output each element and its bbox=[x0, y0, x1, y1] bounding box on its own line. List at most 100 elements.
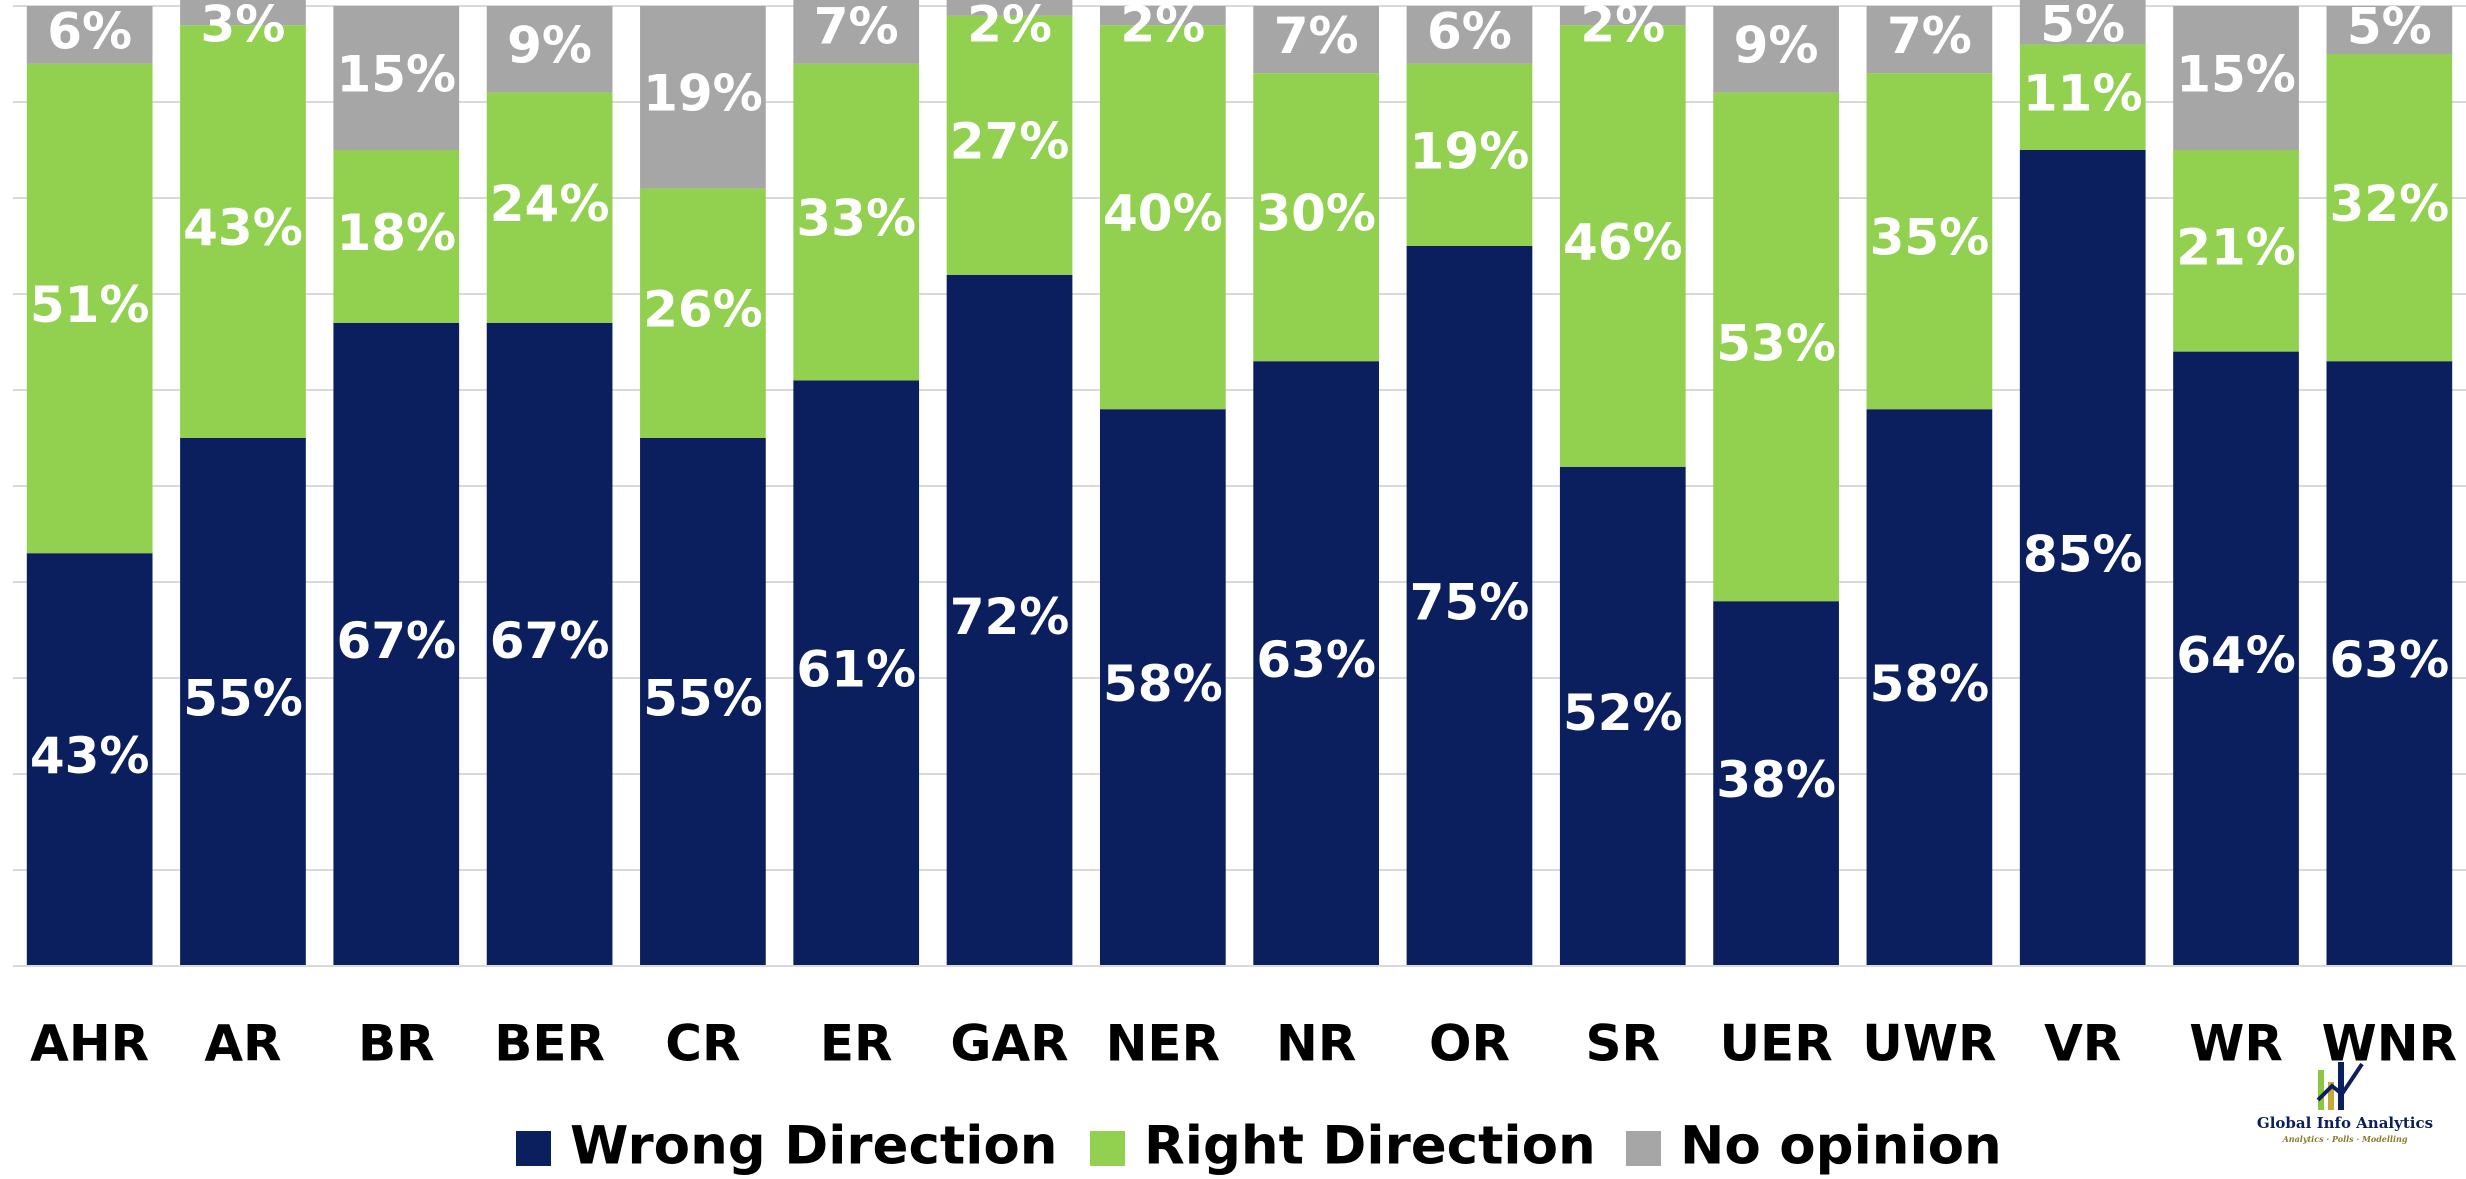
data-label: 26% bbox=[643, 281, 763, 339]
bar-segment bbox=[486, 322, 613, 966]
x-tick-label: UER bbox=[1719, 1015, 1832, 1073]
data-label: 5% bbox=[2347, 0, 2432, 56]
legend-label: Wrong Direction bbox=[570, 1116, 1058, 1177]
bar-segment bbox=[2326, 6, 2453, 54]
data-label: 3% bbox=[201, 0, 286, 54]
data-label: 7% bbox=[1274, 7, 1359, 65]
data-label: 11% bbox=[2023, 65, 2143, 123]
data-label: 15% bbox=[2176, 46, 2296, 104]
x-tick-label: AHR bbox=[30, 1015, 149, 1073]
logo-tagline: Analytics · Polls · Modelling bbox=[2282, 1134, 2408, 1144]
data-label: 58% bbox=[1870, 655, 1990, 713]
data-label: 6% bbox=[1427, 2, 1512, 60]
x-tick-label: NER bbox=[1106, 1015, 1221, 1073]
data-label: 38% bbox=[1716, 751, 1836, 809]
bar-segment bbox=[2019, 150, 2146, 966]
data-label: 55% bbox=[183, 670, 303, 728]
data-label: 7% bbox=[814, 0, 899, 56]
data-label: 53% bbox=[1716, 314, 1836, 372]
legend-label: No opinion bbox=[1680, 1116, 2002, 1177]
bar-segment bbox=[26, 6, 153, 64]
data-label: 30% bbox=[1256, 185, 1376, 243]
bar-segment bbox=[1099, 25, 1226, 410]
bar-segment bbox=[2019, 44, 2146, 150]
data-label: 55% bbox=[643, 670, 763, 728]
data-label: 2% bbox=[1120, 0, 1205, 54]
data-label: 43% bbox=[183, 199, 303, 257]
data-label: 18% bbox=[336, 204, 456, 262]
data-label: 63% bbox=[1256, 631, 1376, 689]
bar-segment bbox=[793, 63, 920, 381]
data-label: 19% bbox=[643, 65, 763, 123]
data-label: 7% bbox=[1887, 7, 1972, 65]
bar-segment bbox=[1406, 6, 1533, 64]
bar-segment bbox=[640, 6, 766, 189]
bar-segment bbox=[2019, 0, 2146, 45]
bar-segment bbox=[1406, 246, 1533, 966]
x-tick-label: OR bbox=[1429, 1015, 1510, 1073]
data-label: 67% bbox=[336, 612, 456, 670]
bar-segment bbox=[1099, 409, 1226, 966]
x-tick-label: NR bbox=[1276, 1015, 1356, 1073]
data-label: 5% bbox=[2040, 0, 2125, 54]
data-label: 21% bbox=[2176, 218, 2296, 276]
x-tick-label: WR bbox=[2189, 1015, 2283, 1073]
bar-segment bbox=[180, 0, 306, 26]
bar-segment bbox=[640, 188, 766, 438]
data-label: 24% bbox=[490, 175, 610, 233]
data-label: 9% bbox=[1734, 17, 1819, 75]
logo-title: Global Info Analytics bbox=[2257, 1114, 2433, 1132]
logo-bar bbox=[2318, 1070, 2324, 1110]
data-label: 15% bbox=[336, 46, 456, 104]
data-label: 9% bbox=[507, 17, 592, 75]
data-label: 6% bbox=[47, 2, 132, 60]
data-label: 58% bbox=[1103, 655, 1223, 713]
data-label: 40% bbox=[1103, 185, 1223, 243]
legend-swatch bbox=[1626, 1131, 1661, 1166]
x-tick-label: BER bbox=[494, 1015, 605, 1073]
bar-segment bbox=[1866, 6, 1993, 74]
x-tick-label: VR bbox=[2044, 1015, 2121, 1073]
bar-segment bbox=[946, 15, 1073, 275]
data-label: 35% bbox=[1870, 209, 1990, 267]
bar-segment bbox=[1406, 63, 1533, 246]
data-label: 2% bbox=[967, 0, 1052, 54]
data-label: 27% bbox=[950, 113, 1070, 171]
bar-segment bbox=[1559, 25, 1686, 467]
data-label: 75% bbox=[1410, 574, 1530, 632]
x-tick-label: CR bbox=[665, 1015, 740, 1073]
data-label: 46% bbox=[1563, 214, 1683, 272]
data-label: 32% bbox=[2330, 175, 2450, 233]
bar-segment bbox=[1559, 6, 1686, 26]
bar-segment bbox=[486, 6, 613, 93]
data-label: 51% bbox=[30, 276, 150, 334]
bar-segment bbox=[1253, 73, 1380, 362]
bar-segment bbox=[1713, 6, 1839, 93]
bar-segment bbox=[1866, 409, 1993, 966]
bar-segment bbox=[180, 438, 306, 966]
bar-segment bbox=[2173, 6, 2299, 150]
bar-segment bbox=[1099, 6, 1226, 26]
legend-label: Right Direction bbox=[1144, 1116, 1596, 1177]
data-label: 33% bbox=[796, 190, 916, 248]
data-label: 64% bbox=[2176, 626, 2296, 684]
x-tick-label: SR bbox=[1586, 1015, 1661, 1073]
logo-bar bbox=[2338, 1062, 2344, 1110]
bar-segment bbox=[1253, 6, 1380, 74]
data-label: 19% bbox=[1410, 122, 1530, 180]
data-label: 2% bbox=[1580, 0, 1665, 54]
data-label: 61% bbox=[796, 641, 916, 699]
data-label: 43% bbox=[30, 727, 150, 785]
data-label: 72% bbox=[950, 588, 1070, 646]
logo: Global Info Analytics Analytics · Polls … bbox=[2257, 1062, 2433, 1144]
x-tick-label: ER bbox=[820, 1015, 893, 1073]
bar-segment bbox=[2326, 54, 2453, 362]
data-label: 85% bbox=[2023, 526, 2143, 584]
bar-segment bbox=[1713, 601, 1839, 966]
bar-segment bbox=[180, 25, 306, 438]
data-label: 52% bbox=[1563, 684, 1683, 742]
bar-segment bbox=[946, 274, 1073, 966]
bar-segment bbox=[1559, 466, 1686, 966]
